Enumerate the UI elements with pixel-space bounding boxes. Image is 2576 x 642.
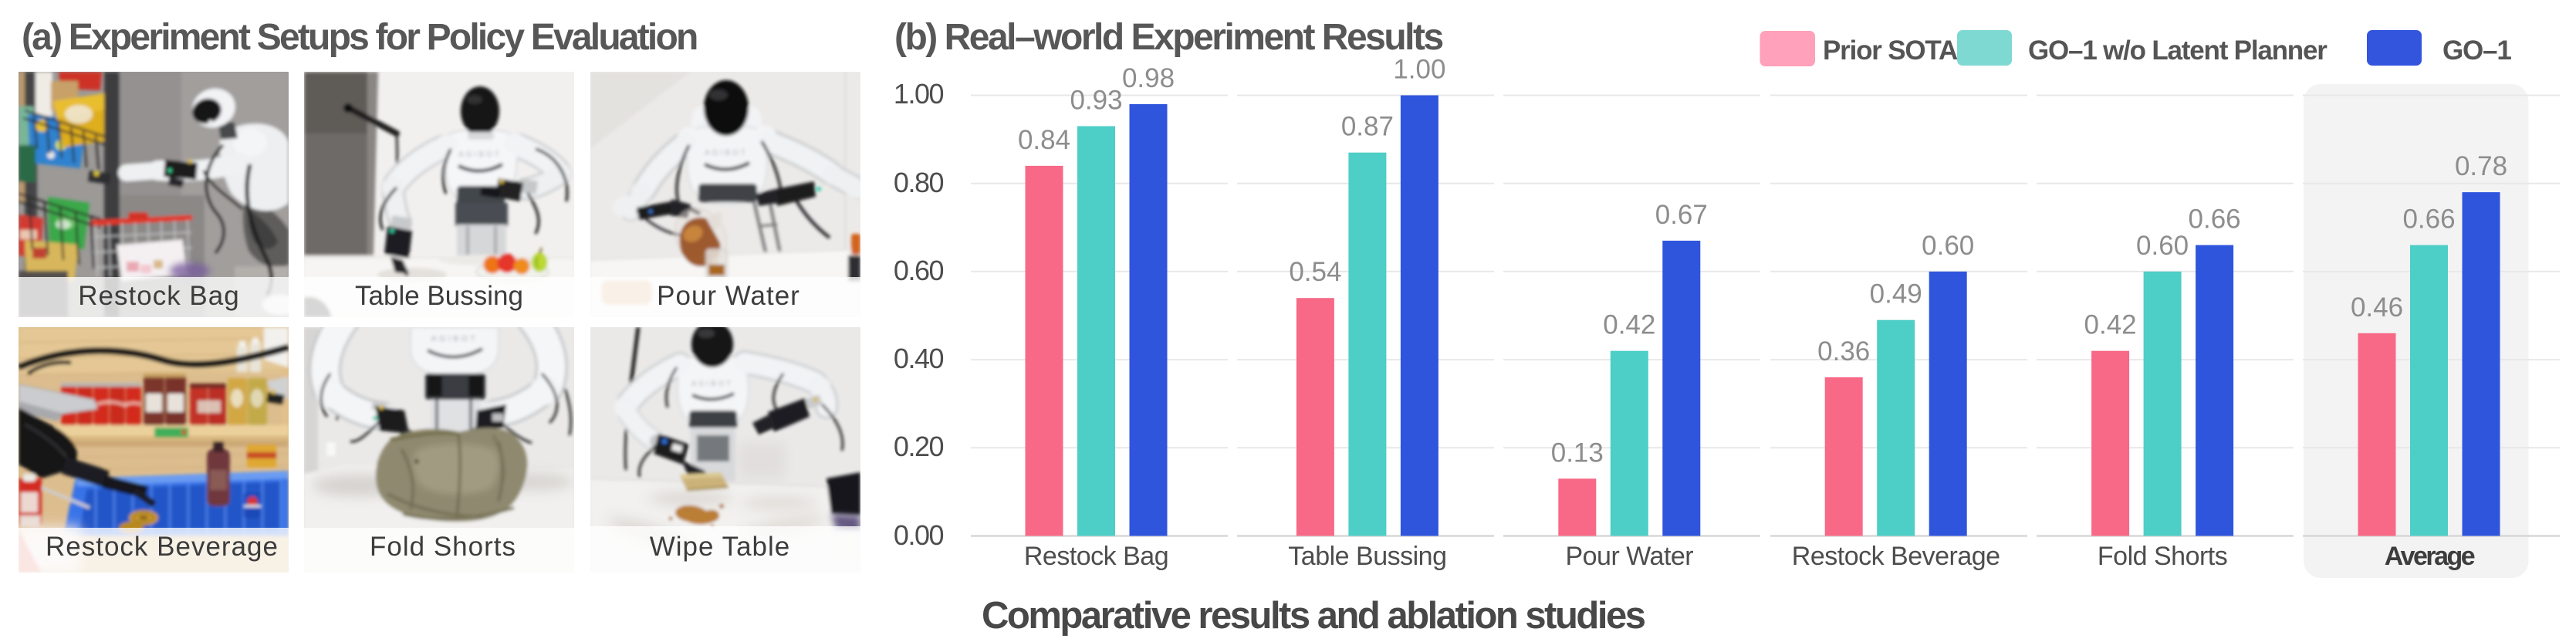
svg-text:0.60: 0.60 (894, 255, 944, 286)
svg-text:(b) Real–world Experiment Resu: (b) Real–world Experiment Results (894, 17, 1442, 58)
svg-text:0.87: 0.87 (1341, 112, 1394, 142)
svg-text:Fold Shorts: Fold Shorts (370, 532, 516, 562)
svg-text:0.42: 0.42 (2084, 310, 2137, 340)
svg-text:Table Bussing: Table Bussing (355, 281, 523, 311)
svg-text:Pour Water: Pour Water (1565, 542, 1693, 571)
svg-text:Fold Shorts: Fold Shorts (2098, 542, 2227, 571)
svg-text:Restock Beverage: Restock Beverage (46, 532, 279, 562)
svg-text:GO–1: GO–1 (2442, 35, 2511, 66)
svg-text:Average: Average (2385, 542, 2475, 571)
svg-text:0.20: 0.20 (894, 431, 944, 462)
svg-text:AGIBOT: AGIBOT (705, 149, 748, 157)
svg-text:Pour Water: Pour Water (657, 281, 800, 311)
svg-text:0.54: 0.54 (1289, 257, 1341, 287)
svg-text:Restock Bag: Restock Bag (1024, 542, 1168, 571)
svg-text:GO–1 w/o Latent Planner: GO–1 w/o Latent Planner (2028, 35, 2328, 66)
svg-text:0.40: 0.40 (894, 343, 944, 374)
svg-text:Wipe Table: Wipe Table (650, 532, 791, 562)
svg-text:0.46: 0.46 (2351, 292, 2403, 323)
svg-text:0.00: 0.00 (894, 519, 944, 551)
svg-text:0.80: 0.80 (894, 167, 944, 198)
svg-text:Prior SOTA: Prior SOTA (1823, 35, 1958, 66)
svg-text:AGIBOT: AGIBOT (431, 334, 478, 343)
svg-text:0.78: 0.78 (2455, 151, 2507, 181)
svg-text:Restock Beverage: Restock Beverage (1792, 542, 2000, 571)
svg-text:(a) Experiment Setups for Poli: (a) Experiment Setups for Policy Evaluat… (22, 17, 697, 58)
svg-text:0.13: 0.13 (1551, 438, 1604, 468)
svg-text:0.98: 0.98 (1122, 63, 1175, 93)
svg-text:Comparative results and ablati: Comparative results and ablation studies (982, 595, 1645, 637)
svg-text:0.42: 0.42 (1603, 310, 1655, 340)
svg-text:0.84: 0.84 (1018, 125, 1070, 155)
svg-text:AGIBOT: AGIBOT (458, 150, 502, 159)
svg-text:Restock Bag: Restock Bag (78, 281, 239, 311)
svg-text:1.00: 1.00 (894, 78, 944, 110)
svg-text:0.60: 0.60 (1922, 231, 1974, 261)
svg-text:0.36: 0.36 (1817, 336, 1870, 367)
svg-text:0.67: 0.67 (1655, 200, 1708, 230)
svg-text:1.00: 1.00 (1393, 55, 1445, 85)
svg-text:AGIBOT: AGIBOT (691, 380, 733, 388)
svg-text:0.60: 0.60 (2136, 231, 2189, 261)
svg-text:0.49: 0.49 (1870, 279, 1922, 309)
svg-text:Table Bussing: Table Bussing (1288, 542, 1446, 571)
svg-text:0.66: 0.66 (2189, 204, 2241, 235)
svg-text:0.66: 0.66 (2402, 204, 2455, 235)
svg-text:0.93: 0.93 (1070, 86, 1122, 116)
